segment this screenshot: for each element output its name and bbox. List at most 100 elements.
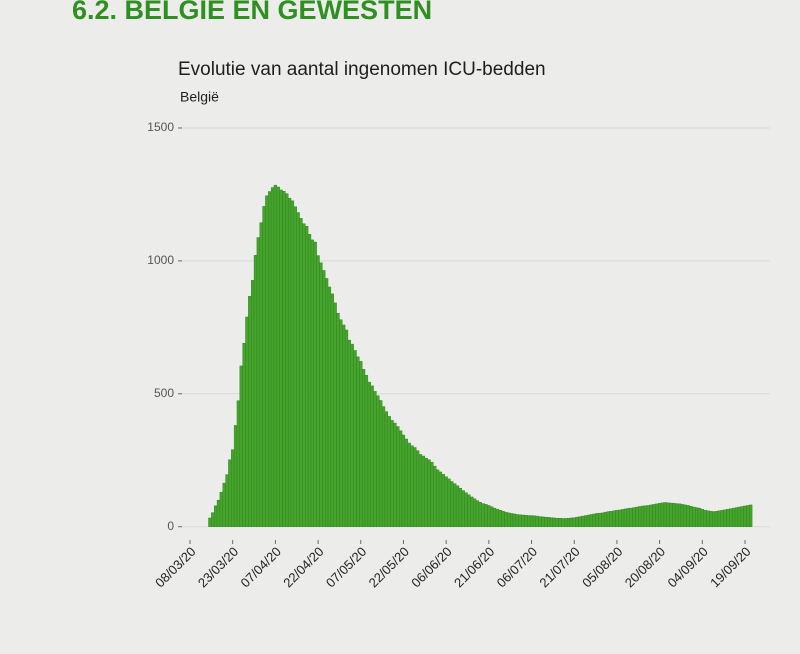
bar (518, 514, 522, 527)
bar (313, 241, 317, 527)
bar (242, 343, 246, 527)
bar (401, 434, 406, 527)
bar (666, 502, 670, 527)
bar (253, 255, 258, 527)
bar (262, 206, 266, 527)
bar (675, 503, 679, 527)
chart-title: Evolutie van aantal ingenomen ICU-bedden (178, 59, 546, 80)
bar (569, 517, 574, 527)
bar (231, 449, 235, 527)
bar (529, 515, 534, 527)
bar (558, 518, 562, 527)
bar (265, 195, 269, 527)
bar (649, 504, 653, 527)
bar (413, 447, 417, 527)
bar (566, 518, 571, 527)
bar (381, 406, 386, 527)
bar (578, 516, 582, 527)
bar (376, 395, 380, 527)
bar (572, 517, 576, 527)
section-heading: 6.2. BELGIË EN GEWESTEN (72, 0, 432, 25)
y-tick-label: 0 (167, 519, 174, 533)
bar (712, 511, 716, 527)
bar (552, 517, 556, 527)
bar (620, 509, 625, 527)
bar (697, 507, 702, 527)
bar (239, 365, 243, 527)
bar (248, 296, 252, 527)
bar (453, 483, 457, 527)
bar (330, 293, 334, 527)
bar (581, 515, 585, 527)
bar (743, 505, 747, 527)
bar (640, 505, 645, 527)
bar (512, 513, 517, 527)
bar (279, 189, 283, 527)
bar (564, 518, 568, 527)
bar (606, 511, 611, 527)
bar (455, 485, 460, 527)
bar (592, 513, 596, 527)
bar (310, 239, 315, 527)
bar (282, 191, 286, 527)
bar (561, 518, 565, 527)
bar (663, 502, 667, 527)
bar (364, 374, 369, 527)
bar (746, 505, 750, 527)
bar (498, 510, 502, 527)
bar (601, 512, 605, 527)
bar (652, 504, 656, 527)
bar (575, 516, 579, 527)
bar (219, 491, 223, 527)
bar (245, 316, 249, 527)
bar (598, 512, 602, 527)
bar (327, 286, 332, 527)
bar (416, 450, 420, 527)
bar (472, 498, 477, 527)
bar (216, 499, 221, 527)
bar (507, 512, 511, 527)
bar (643, 505, 648, 527)
bar (384, 411, 389, 527)
bar (683, 504, 687, 527)
bar (609, 511, 613, 527)
bar (612, 510, 616, 527)
bar (734, 507, 739, 527)
bar (233, 425, 238, 527)
bar (356, 356, 360, 527)
bar (603, 511, 608, 527)
bar (686, 505, 690, 527)
bar (287, 197, 292, 527)
bar (586, 514, 591, 527)
bar (390, 420, 394, 527)
bar (490, 506, 494, 527)
bar (481, 503, 485, 527)
bar (336, 313, 340, 527)
bar (421, 455, 426, 527)
bar (495, 508, 500, 527)
bar (319, 262, 323, 527)
bar (450, 481, 454, 527)
bar (527, 515, 531, 527)
bar (398, 430, 403, 527)
bar (373, 391, 377, 527)
bar (324, 278, 329, 527)
bar (677, 503, 682, 527)
bar (731, 507, 736, 527)
bar (316, 255, 320, 527)
bar (339, 319, 343, 527)
bar (484, 504, 488, 527)
bar (208, 517, 212, 527)
bar (342, 324, 346, 527)
bar (424, 457, 428, 527)
bar (444, 476, 448, 527)
bar (333, 302, 337, 527)
bar (703, 510, 707, 527)
bar (737, 506, 741, 527)
bar (407, 442, 411, 527)
bar (618, 509, 622, 527)
bar (410, 445, 414, 527)
bar (435, 469, 440, 527)
bar (689, 506, 693, 527)
